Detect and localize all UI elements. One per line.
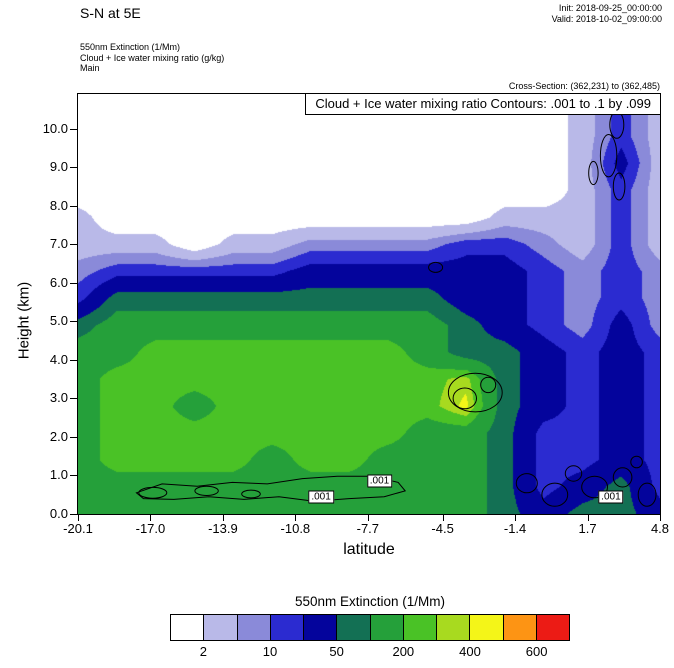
y-tick-label: 10.0 — [42, 120, 68, 136]
mixing-ratio-contour-line — [612, 467, 633, 488]
colorbar-cell — [337, 615, 371, 640]
colorbar-cell — [304, 615, 338, 640]
colorbar-tick-label: 10 — [262, 644, 278, 659]
colorbar-tick-label: 600 — [525, 644, 548, 659]
x-tick-label: 1.7 — [578, 521, 597, 536]
x-tick-mark — [223, 515, 224, 521]
mixing-ratio-contour-line — [241, 489, 261, 499]
x-tick-mark — [78, 515, 79, 521]
run-times: Init: 2018-09-25_00:00:00 Valid: 2018-10… — [552, 3, 662, 25]
y-tick-mark — [70, 129, 77, 130]
colorbar-cell — [437, 615, 471, 640]
y-tick-label: 1.0 — [49, 467, 68, 483]
mixing-ratio-contour-line — [515, 473, 538, 494]
x-tick-mark — [150, 515, 151, 521]
x-tick-mark — [368, 515, 369, 521]
x-tick-label: -13.9 — [208, 521, 238, 536]
y-tick-mark — [70, 514, 77, 515]
mixing-ratio-contour-line — [581, 475, 608, 499]
mixing-ratio-contour-line — [637, 482, 657, 507]
mixing-ratio-contour-line — [452, 387, 477, 410]
colorbar-tick-label: 200 — [392, 644, 415, 659]
contour-info-box: Cloud + Ice water mixing ratio Contours:… — [305, 94, 660, 115]
colorbar-cell — [536, 615, 569, 640]
x-tick-label: -7.7 — [356, 521, 380, 536]
y-tick-mark — [70, 437, 77, 438]
field-line-1: 550nm Extinction (1/Mm) — [80, 42, 181, 52]
x-axis-title: latitude — [343, 541, 395, 558]
colorbar-tick-label: 400 — [459, 644, 481, 659]
mixing-ratio-contour-line — [588, 160, 599, 186]
mixing-ratio-contour-line — [599, 134, 618, 178]
field-line-3: Main — [80, 63, 100, 73]
y-tick-mark — [70, 206, 77, 207]
colorbar-title: 550nm Extinction (1/Mm) — [294, 594, 446, 609]
x-tick-mark — [515, 515, 516, 521]
mixing-ratio-contour-line — [612, 172, 626, 201]
contour-value-label: .001 — [366, 474, 393, 488]
mixing-ratio-contour-line — [447, 372, 503, 413]
field-description: 550nm Extinction (1/Mm) Cloud + Ice wate… — [80, 42, 224, 74]
valid-time: Valid: 2018-10-02_09:00:00 — [551, 14, 662, 24]
x-tick-label: -1.4 — [503, 521, 527, 536]
colorbar-cell — [470, 615, 504, 640]
x-tick-label: -17.0 — [135, 521, 166, 536]
contour-value-label: .001 — [598, 490, 624, 504]
mixing-ratio-contour-line — [630, 455, 643, 469]
y-tick-label: 3.0 — [49, 390, 68, 406]
y-tick-mark — [70, 167, 77, 168]
colorbar-cell — [204, 615, 238, 640]
x-tick-mark — [295, 515, 296, 521]
colorbar — [170, 614, 570, 641]
contour-value-label: .001 — [308, 490, 334, 504]
colorbar-tick-label: 50 — [329, 644, 344, 659]
colorbar-cell — [270, 615, 304, 640]
y-tick-mark — [70, 321, 77, 322]
x-tick-label: -20.1 — [63, 521, 93, 536]
mixing-ratio-contour-line — [194, 485, 219, 496]
x-tick-label: -10.8 — [280, 521, 311, 536]
colorbar-cell — [403, 615, 437, 640]
y-tick-label: 4.0 — [49, 351, 68, 367]
extinction-field-canvas — [78, 94, 660, 514]
colorbar-cell — [503, 615, 537, 640]
x-tick-label: 4.8 — [650, 521, 670, 536]
y-tick-mark — [70, 244, 77, 245]
y-tick-label: 7.0 — [49, 236, 68, 252]
colorbar-cell — [171, 615, 205, 640]
contour-plot: Cloud + Ice water mixing ratio Contours:… — [77, 93, 661, 515]
y-tick-label: 6.0 — [49, 274, 68, 290]
x-tick-mark — [660, 515, 661, 521]
mixing-ratio-contour-line — [609, 110, 625, 139]
page-title: S-N at 5E — [80, 5, 141, 21]
y-tick-label: 5.0 — [49, 313, 68, 329]
cross-section-label: Cross-Section: (362,231) to (362,485) — [508, 81, 660, 91]
x-tick-mark — [443, 515, 444, 521]
colorbar-cell — [237, 615, 271, 640]
colorbar-cell — [370, 615, 404, 640]
y-tick-mark — [70, 360, 77, 361]
y-tick-mark — [70, 283, 77, 284]
field-line-2: Cloud + Ice water mixing ratio (g/kg) — [80, 52, 225, 63]
x-tick-label: -4.5 — [431, 521, 454, 536]
y-tick-label: 9.0 — [49, 159, 68, 175]
init-time: Init: 2018-09-25_00:00:00 — [558, 3, 662, 13]
mixing-ratio-contour-line — [480, 376, 497, 394]
y-tick-label: 8.0 — [49, 197, 68, 213]
colorbar-tick-label: 2 — [199, 644, 207, 659]
mixing-ratio-contour-line — [138, 486, 168, 499]
mixing-ratio-contour-line — [428, 261, 444, 273]
mixing-ratio-contour-line — [564, 465, 583, 482]
y-tick-label: 2.0 — [49, 428, 68, 444]
y-tick-mark — [70, 398, 77, 399]
mixing-ratio-contour-line — [541, 482, 569, 507]
mixing-ratio-contours — [135, 110, 657, 507]
y-tick-label: 0.0 — [49, 506, 68, 521]
mixing-ratio-contour-line — [135, 475, 407, 502]
x-tick-mark — [588, 515, 589, 521]
y-tick-mark — [70, 475, 77, 476]
